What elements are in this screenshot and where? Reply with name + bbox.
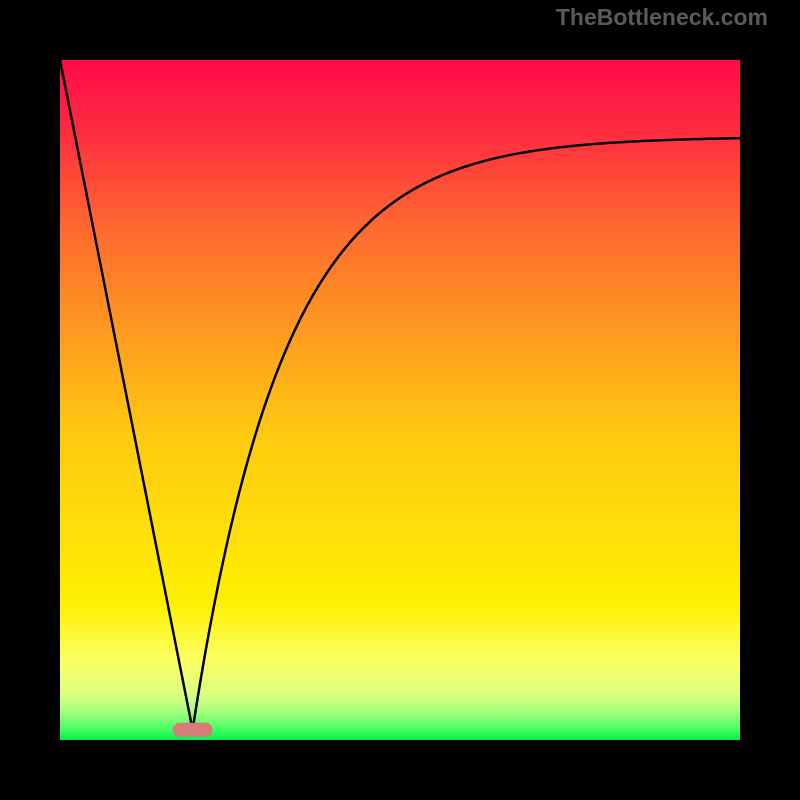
chart-svg [0,0,800,800]
optimal-marker [173,723,213,737]
watermark-text: TheBottleneck.com [556,4,768,31]
chart-container: TheBottleneck.com [0,0,800,800]
plot-background [60,60,740,740]
